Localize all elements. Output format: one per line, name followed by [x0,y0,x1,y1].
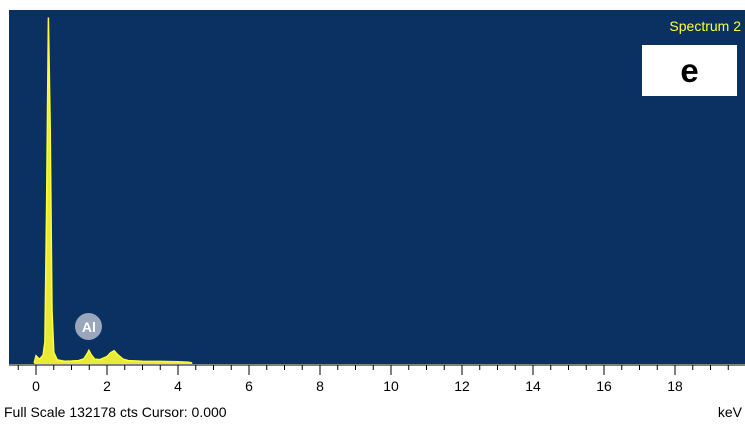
x-axis-unit-label: keV [717,404,742,420]
x-tick-label: 2 [103,378,111,394]
x-tick-label: 8 [316,378,324,394]
x-tick-label: 6 [245,378,253,394]
x-tick-label: 14 [525,378,541,394]
spectrum-series-0-fill [34,17,193,364]
x-tick-label: 12 [454,378,470,394]
x-tick-label: 4 [174,378,182,394]
status-readout: Full Scale 132178 cts Cursor: 0.000 [4,404,227,420]
energy-axis [9,364,745,375]
spectrum-trace-layer [33,17,193,364]
x-tick-labels: 0 2 4 6 8 10 12 14 16 18 [0,378,745,398]
panel-label: e [642,45,737,96]
spectrum-name-label: Spectrum 2 [669,18,741,34]
x-tick-label: 18 [667,378,683,394]
x-tick-label: 10 [383,378,399,394]
spectrum-plot-area[interactable]: Spectrum 2 e Al [9,10,745,364]
element-marker-al[interactable]: Al [75,313,103,340]
spectrum-series-0-line [33,17,193,364]
x-tick-label: 0 [32,378,40,394]
x-tick-label: 16 [596,378,612,394]
